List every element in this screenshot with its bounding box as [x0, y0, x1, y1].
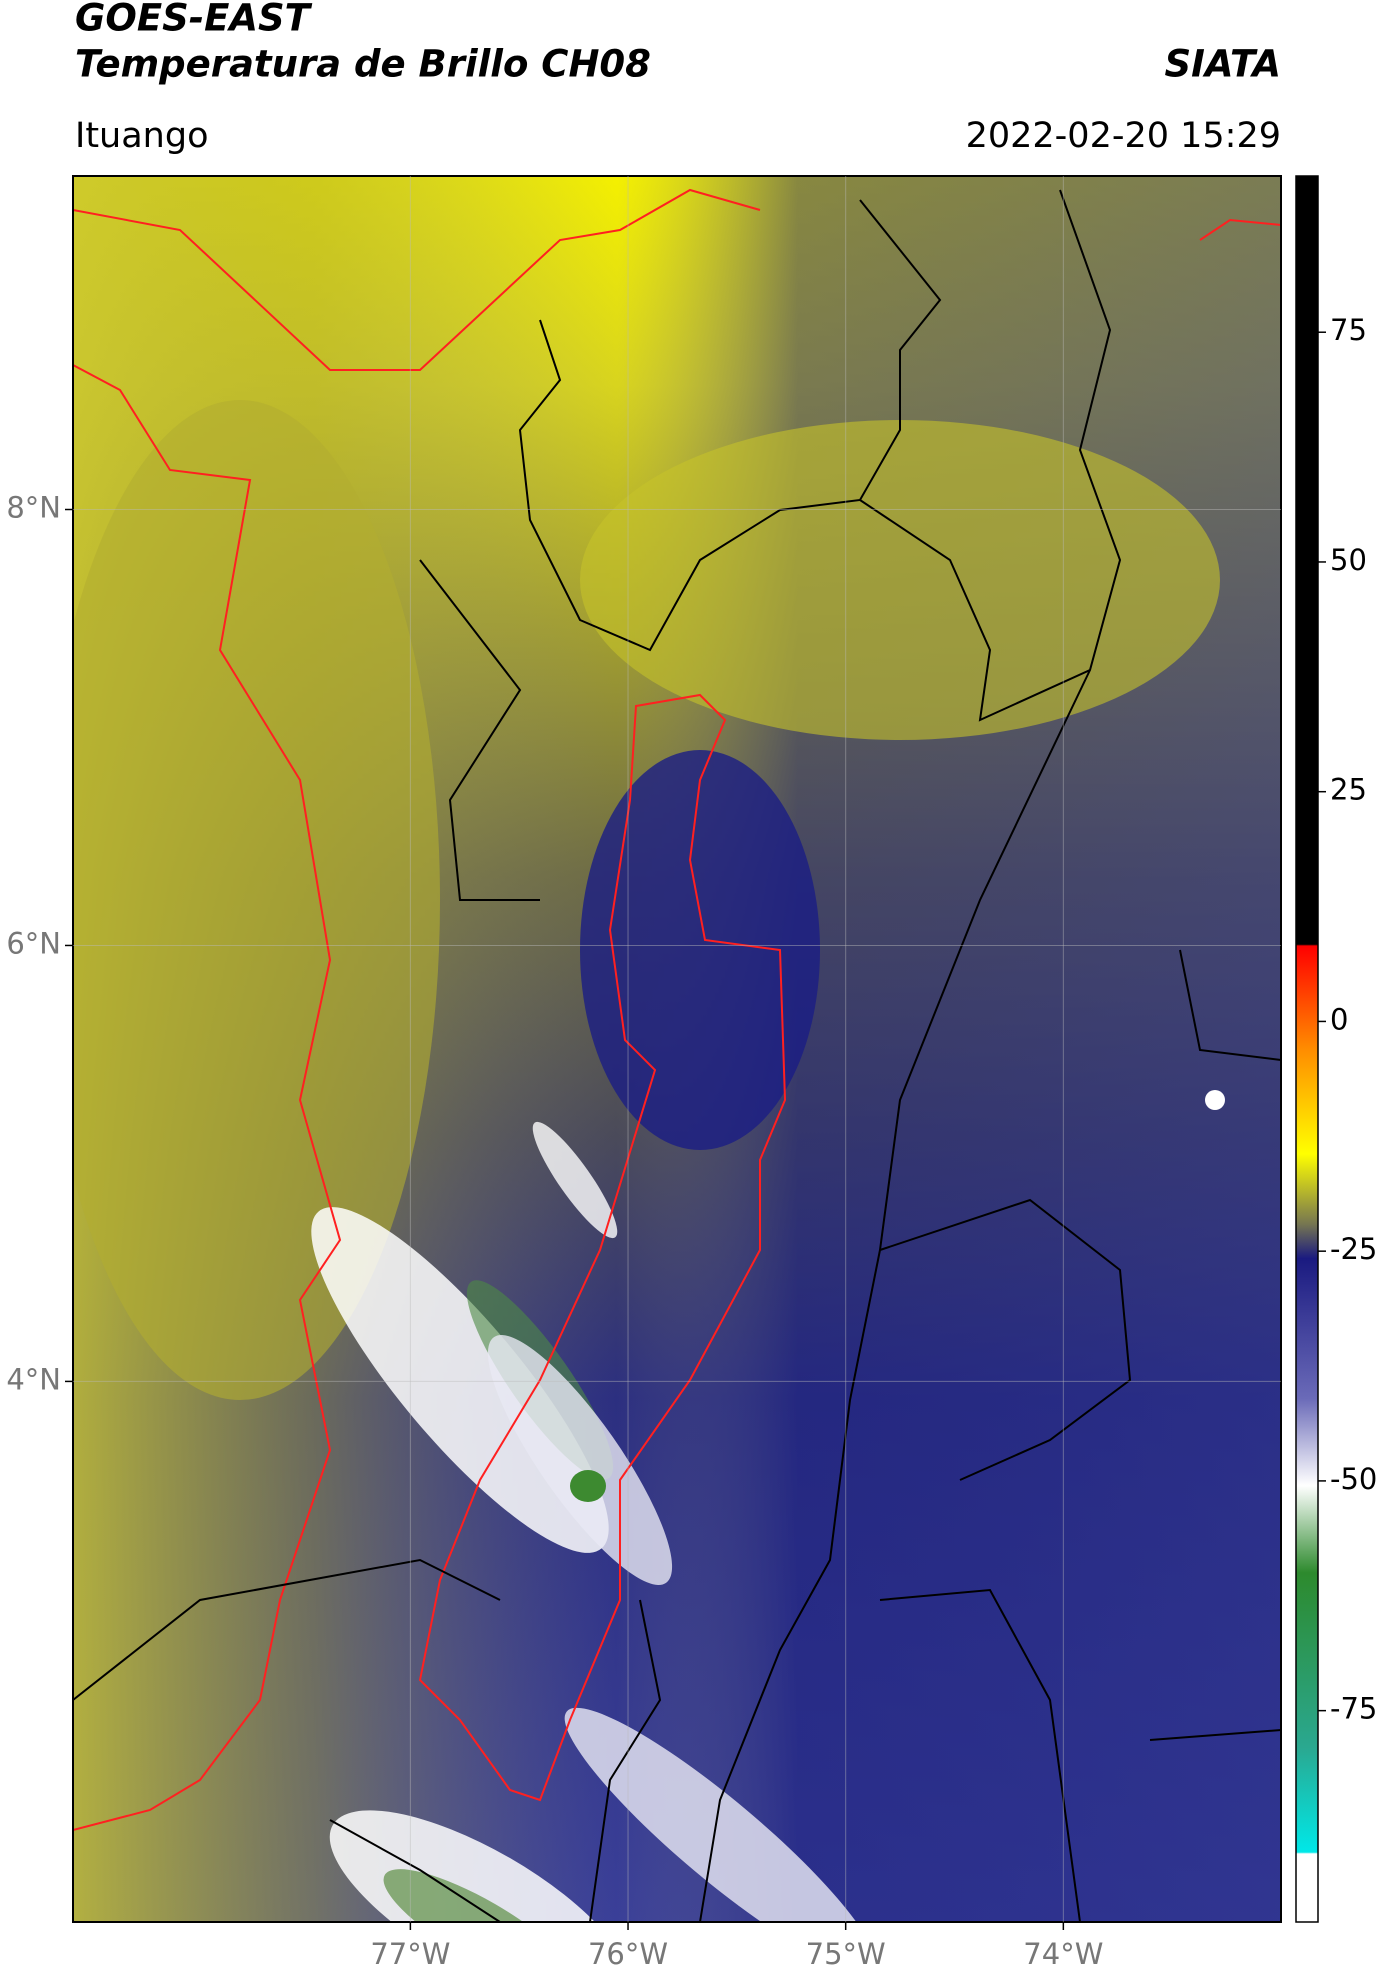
- colorbar-tick-label: 50: [1330, 543, 1367, 577]
- x-tick-label: 77°W: [370, 1937, 450, 1971]
- colorbar-tick-label: 25: [1330, 773, 1367, 807]
- location: Ituango: [75, 116, 209, 156]
- x-tick-label: 74°W: [1023, 1937, 1103, 1971]
- colorbar-tick-label: 75: [1330, 313, 1367, 347]
- x-tick-label: 75°W: [806, 1937, 886, 1971]
- title: GOES-EAST: [75, 0, 313, 40]
- y-tick-label: 6°N: [6, 926, 61, 960]
- y-tick-label: 8°N: [6, 491, 61, 525]
- colorbar-tick-label: 0: [1330, 1002, 1348, 1036]
- satellite-image: [73, 176, 1281, 1922]
- colorbar-tick-label: -75: [1330, 1692, 1377, 1726]
- datetime: 2022-02-20 15:29: [966, 116, 1281, 156]
- colorbar-tick-label: -25: [1330, 1232, 1377, 1266]
- map-frame: [72, 175, 1282, 1923]
- subtitle: Temperatura de Brillo CH08: [75, 43, 651, 86]
- source: SIATA: [1164, 43, 1281, 86]
- x-tick-label: 76°W: [588, 1937, 668, 1971]
- colorbar: [1295, 175, 1319, 1923]
- y-tick-label: 4°N: [6, 1362, 61, 1396]
- colorbar-tick-label: -50: [1330, 1462, 1377, 1496]
